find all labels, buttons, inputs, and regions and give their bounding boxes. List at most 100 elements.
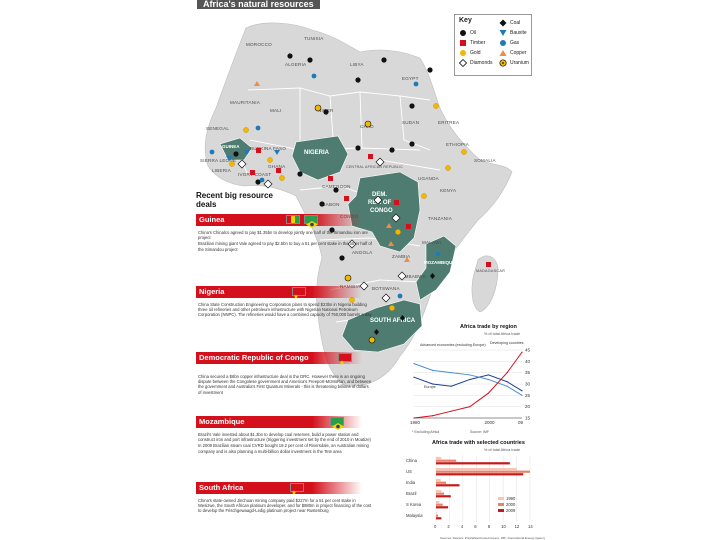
uranium-marker bbox=[344, 274, 352, 282]
bar bbox=[436, 503, 443, 506]
label-angola: ANGOLA bbox=[352, 250, 373, 255]
diamond-marker bbox=[373, 195, 383, 205]
label-tanzania: TANZANIA bbox=[428, 216, 453, 221]
x-tick-label: 12 bbox=[515, 524, 520, 529]
label-senegal: SENEGAL bbox=[206, 126, 229, 131]
legend-label: 1990 bbox=[506, 496, 516, 501]
bar bbox=[436, 517, 442, 520]
label-drc-1: DEM. bbox=[372, 192, 387, 198]
gas-marker bbox=[435, 251, 441, 257]
gold-marker bbox=[433, 103, 439, 109]
deal-header-guinea: Guinea bbox=[196, 214, 362, 226]
label-burkina-faso: BURKINA FASO bbox=[250, 146, 286, 151]
gas-marker bbox=[397, 293, 403, 299]
deal-header-south-africa: South Africa bbox=[196, 482, 362, 494]
label-cameroon: CAMEROON bbox=[322, 184, 351, 189]
deal-country-mozambique: Mozambique bbox=[199, 417, 245, 426]
label-somalia: SOMALIA bbox=[474, 158, 497, 163]
label-tunisia: TUNISIA bbox=[304, 36, 324, 41]
key-label-timber: Timber bbox=[470, 40, 486, 46]
bar bbox=[436, 501, 440, 504]
map-key: Key Oil Gold Diamonds Timber Coal Bauxit… bbox=[454, 14, 532, 76]
flag-icon bbox=[292, 287, 306, 299]
gas-marker bbox=[259, 177, 265, 183]
deal-country-guinea: Guinea bbox=[199, 215, 225, 224]
oil-marker bbox=[329, 227, 335, 233]
x-tick-label: 2000 bbox=[484, 420, 495, 425]
chart-annotation: Developing countries bbox=[490, 341, 524, 345]
deal-paragraph: China State Construction Engineering Cor… bbox=[198, 302, 372, 318]
deal-country-nigeria: Nigeria bbox=[199, 287, 225, 296]
chart-annotation: Advanced economies (excluding Europe) bbox=[420, 343, 486, 347]
label-sudan: SUDAN bbox=[402, 120, 419, 125]
label-drc-2: REP. OF bbox=[368, 200, 392, 206]
coal-icon bbox=[499, 19, 507, 27]
data-point bbox=[413, 376, 415, 378]
oil-icon bbox=[459, 29, 467, 37]
deal-header-drc: Democratic Republic of Congo bbox=[196, 352, 362, 364]
timber-marker bbox=[368, 154, 373, 159]
timber-marker bbox=[256, 148, 261, 153]
gas-marker bbox=[413, 81, 419, 87]
oil-marker bbox=[339, 255, 345, 261]
bar bbox=[436, 462, 510, 465]
y-tick-label: 20 bbox=[525, 404, 531, 409]
key-item-diamonds: Diamonds bbox=[458, 58, 493, 68]
label-egypt: EGYPT bbox=[402, 76, 419, 81]
label-libya: LIBYA bbox=[350, 62, 364, 67]
bar bbox=[436, 479, 441, 482]
page-title: Africa's natural resources bbox=[197, 0, 320, 9]
x-tick-label: 09 bbox=[518, 420, 524, 425]
data-point bbox=[469, 406, 471, 408]
legend-label: 2000 bbox=[506, 502, 516, 507]
gold-marker bbox=[243, 127, 249, 133]
data-point bbox=[506, 381, 508, 383]
deal-country-south-africa: South Africa bbox=[199, 483, 244, 492]
y-tick-label: 40 bbox=[525, 359, 531, 364]
deal-paragraph: Brazilian mining giant Vale agreed to pa… bbox=[198, 241, 372, 252]
key-item-timber: Timber bbox=[459, 39, 485, 47]
label-mozambique: MOZAMBIQUE bbox=[424, 260, 455, 265]
gas-marker bbox=[209, 149, 215, 155]
legend-swatch bbox=[498, 503, 504, 506]
bauxite-marker bbox=[244, 150, 250, 155]
x-tick-label: 0 bbox=[434, 524, 437, 529]
chart2-title: Africa trade with selected countries bbox=[432, 440, 525, 446]
label-eritrea: ERITREA bbox=[438, 120, 460, 125]
legend-swatch bbox=[498, 509, 504, 512]
deal-text-guinea: China's Chinalco agreed to pay $1.35bn t… bbox=[198, 230, 373, 253]
bar bbox=[436, 473, 524, 476]
category-label: India bbox=[406, 480, 416, 485]
coal-marker bbox=[400, 315, 405, 321]
data-point bbox=[521, 351, 523, 353]
oil-marker bbox=[255, 179, 261, 185]
deals-heading: Recent big resource deals bbox=[196, 191, 273, 209]
timber-marker bbox=[344, 196, 349, 201]
bauxite-marker bbox=[226, 156, 232, 161]
uranium-marker bbox=[368, 336, 376, 344]
x-tick-label: 1980 bbox=[410, 420, 421, 425]
gold-marker bbox=[267, 157, 273, 163]
x-tick-label: 14 bbox=[528, 524, 533, 529]
data-point bbox=[521, 394, 523, 396]
south-africa-shape bbox=[341, 299, 423, 353]
diamond-marker bbox=[375, 157, 385, 167]
chart2-subtitle: % of total Africa trade bbox=[484, 448, 521, 452]
madagascar-landmass bbox=[471, 255, 499, 313]
y-tick-label: 45 bbox=[525, 348, 531, 353]
oil-marker bbox=[297, 171, 303, 177]
diamond-marker bbox=[391, 213, 401, 223]
key-label-diamonds: Diamonds bbox=[470, 60, 493, 66]
legend-swatch bbox=[498, 497, 504, 500]
label-mali: MALI bbox=[270, 108, 282, 113]
y-tick-label: 15 bbox=[525, 416, 531, 421]
chart-annotation: Europe bbox=[424, 385, 436, 389]
uranium-marker bbox=[314, 104, 322, 112]
label-drc-3: CONGO bbox=[370, 208, 393, 214]
copper-marker bbox=[254, 81, 260, 86]
resource-markers bbox=[209, 53, 491, 344]
key-item-oil: Oil bbox=[459, 29, 476, 37]
key-label-oil: Oil bbox=[470, 30, 477, 36]
data-point bbox=[413, 363, 415, 365]
label-ghana: GHANA bbox=[268, 164, 286, 169]
